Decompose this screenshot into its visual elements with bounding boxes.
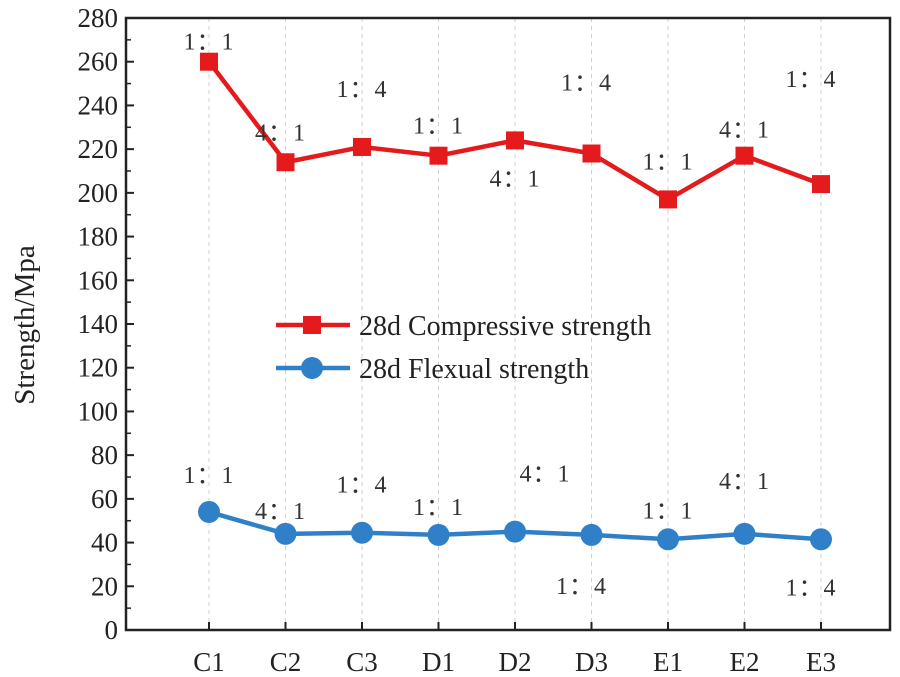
y-tick-label-200: 200 — [78, 178, 119, 208]
ratio-label-flexual-e2: 4：1 — [719, 469, 770, 495]
data-point-d3 — [580, 523, 603, 546]
data-point-d1 — [429, 146, 448, 165]
data-point-d2 — [506, 131, 524, 150]
legend-marker-circle — [301, 357, 323, 379]
x-tick-label-e2: E2 — [730, 647, 760, 677]
ratio-label-compressive-e3: 1：4 — [786, 67, 837, 93]
x-tick-label-c2: C2 — [270, 647, 302, 677]
y-tick-label-120: 120 — [78, 353, 119, 383]
y-tick-label-280: 280 — [78, 3, 119, 33]
y-tick-label-140: 140 — [78, 309, 119, 339]
y-tick-label-100: 100 — [78, 396, 119, 426]
y-tick-label-220: 220 — [78, 134, 119, 164]
y-tick-label-240: 240 — [78, 90, 119, 120]
ratio-label-compressive-d3: 1：4 — [561, 71, 612, 97]
y-tick-label-0: 0 — [105, 615, 119, 645]
ratio-label-compressive-c3: 1：4 — [337, 77, 388, 103]
y-tick-label-80: 80 — [91, 440, 118, 470]
tick-marks: 0 20 40 60 80 100 120 140 160 180 200 220 240 260 280 C… — [78, 3, 837, 677]
ratio-label-flexual-e1: 1：1 — [643, 498, 694, 524]
x-tick-label-d2: D2 — [499, 647, 532, 677]
y-tick-label-160: 160 — [78, 265, 119, 295]
y-tick-label-260: 260 — [78, 47, 119, 77]
data-point-e1 — [659, 190, 677, 209]
ratio-label-flexual-c1: 1：1 — [184, 463, 235, 489]
legend-marker-square — [303, 316, 321, 334]
x-tick-label-c3: C3 — [346, 647, 378, 677]
ratio-label-flexual-d3: 1：4 — [556, 574, 607, 600]
ratio-label-compressive-e2: 4：1 — [719, 118, 770, 144]
legend-label: 28d Flexual strength — [359, 354, 589, 385]
legend: 28d Compressive strength 28d Flexual stre… — [276, 311, 651, 385]
ratio-label-compressive-d1: 1：1 — [413, 114, 464, 140]
data-point-d2 — [504, 520, 526, 543]
legend-label: 28d Compressive strength — [359, 311, 651, 342]
ratio-label-compressive-e1: 1：1 — [643, 149, 694, 175]
data-point-e2 — [735, 146, 754, 165]
data-point-c2 — [274, 522, 297, 545]
data-point-c3 — [351, 521, 373, 544]
data-point-d3 — [582, 144, 601, 163]
series-compressive — [200, 52, 830, 209]
y-axis-title: Strength/Mpa — [9, 245, 41, 405]
ratio-labels: 1：1 4：1 1：4 1：1 4：1 1：4 1：1 4：1 1：4 1：1 4：1 1：4 1：1 4… — [184, 30, 837, 602]
ratio-label-flexual-d2: 4：1 — [520, 462, 571, 488]
ratio-label-flexual-e3: 1：4 — [786, 575, 837, 601]
x-tick-label-c1: C1 — [193, 647, 225, 677]
legend-entry-compressive: 28d Compressive strength — [276, 311, 651, 342]
ratio-label-flexual-c2: 4：1 — [255, 499, 306, 525]
data-point-c2 — [276, 153, 295, 172]
x-tick-label-e3: E3 — [806, 647, 836, 677]
legend-entry-flexual: 28d Flexual strength — [276, 354, 589, 385]
data-point-d1 — [427, 523, 450, 546]
data-point-c1 — [200, 52, 218, 71]
ratio-label-compressive-d2: 4：1 — [490, 166, 541, 192]
data-point-e2 — [733, 522, 756, 545]
x-tick-label-d3: D3 — [575, 647, 608, 677]
series-layer — [198, 52, 832, 551]
ratio-label-flexual-c3: 1：4 — [337, 473, 388, 499]
y-tick-label-180: 180 — [78, 222, 119, 252]
y-tick-label-20: 20 — [91, 571, 118, 601]
y-tick-label-60: 60 — [91, 484, 118, 514]
x-tick-label-e1: E1 — [653, 647, 683, 677]
data-point-e3 — [812, 175, 830, 194]
data-point-c1 — [198, 500, 220, 523]
x-tick-label-d1: D1 — [422, 647, 455, 677]
series-flexual — [198, 500, 832, 551]
ratio-label-flexual-d1: 1：1 — [413, 495, 464, 521]
data-point-e3 — [810, 528, 832, 551]
data-point-e1 — [657, 528, 679, 551]
ratio-label-compressive-c2: 4：1 — [255, 120, 306, 146]
data-point-c3 — [353, 137, 371, 156]
ratio-label-compressive-c1: 1：1 — [184, 30, 235, 56]
y-tick-label-40: 40 — [91, 528, 118, 558]
